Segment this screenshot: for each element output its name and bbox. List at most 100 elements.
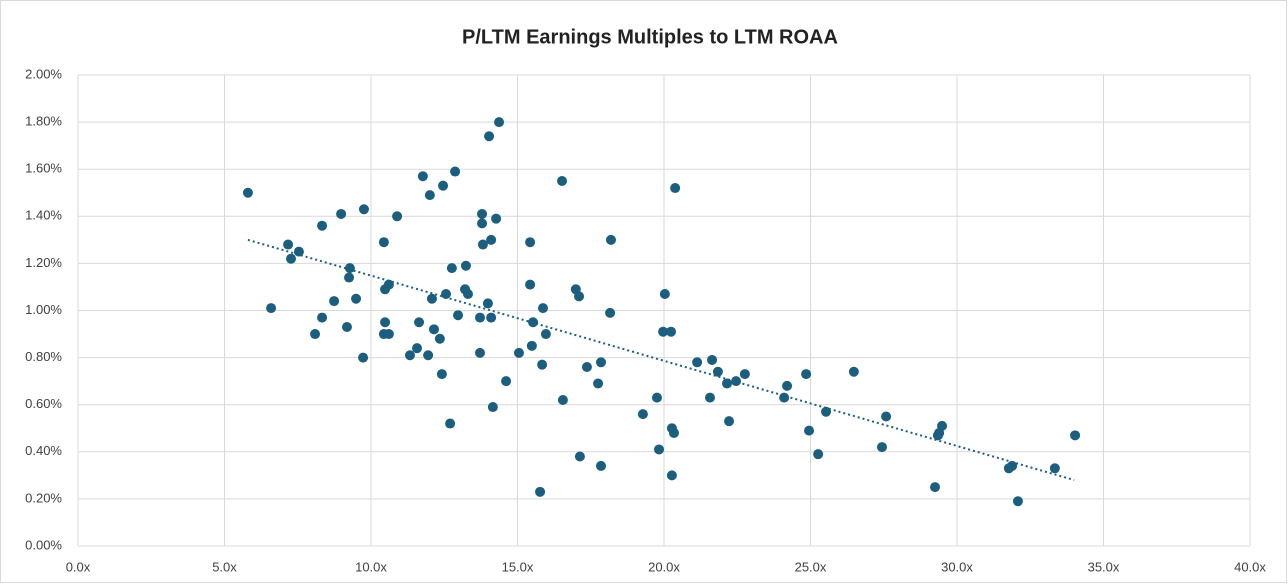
point [414,317,425,328]
point [293,246,304,257]
point [813,449,824,460]
point [779,392,790,403]
point [731,376,742,387]
point [317,312,328,323]
point [712,366,723,377]
y-tick-label: 1.20% [25,255,62,270]
point [474,347,485,358]
point [424,190,435,201]
y-tick-label: 2.00% [25,66,62,81]
point [477,208,488,219]
point [344,263,355,274]
point [721,378,732,389]
point [513,347,524,358]
point [242,187,253,198]
point [428,324,439,335]
point [445,418,456,429]
point [1012,496,1023,507]
point [474,312,485,323]
x-tick-label: 25.0x [795,559,827,574]
point [658,326,669,337]
point [848,366,859,377]
point [317,220,328,231]
point [441,289,452,300]
point [358,352,369,363]
point [462,289,473,300]
point [670,183,681,194]
point [266,303,277,314]
point [930,482,941,493]
trendline [247,238,1075,482]
y-tick-label: 1.80% [25,114,62,129]
x-tick-label: 30.0x [941,559,973,574]
x-tick-label: 10.0x [355,559,387,574]
x-tick-label: 35.0x [1088,559,1120,574]
point [525,237,536,248]
point [491,213,502,224]
point [417,171,428,182]
point [537,303,548,314]
point [351,293,362,304]
y-tick-label: 1.00% [25,302,62,317]
point [801,369,812,380]
point [821,406,832,417]
point [383,329,394,340]
point [692,357,703,368]
point [412,343,423,354]
x-tick-label: 20.0x [648,559,680,574]
point [438,180,449,191]
y-tick-label: 1.60% [25,161,62,176]
point [937,420,948,431]
point [881,411,892,422]
point [593,378,604,389]
y-tick-label: 1.40% [25,208,62,223]
point [537,359,548,370]
point [659,289,670,300]
point [707,354,718,365]
point [436,369,447,380]
point [574,451,585,462]
point [596,357,607,368]
chart-title: P/LTM Earnings Multiples to LTM ROAA [462,26,838,48]
point [341,321,352,332]
point [392,211,403,222]
point [450,166,461,177]
point [557,175,568,186]
point [482,298,493,309]
point [651,392,662,403]
point [423,350,434,361]
point [1007,460,1018,471]
point [484,131,495,142]
point [528,317,539,328]
point [383,279,394,290]
point [1049,463,1060,474]
point [666,326,677,337]
y-tick-label: 0.80% [25,349,62,364]
point [668,427,679,438]
point [605,307,616,318]
point [477,239,488,250]
point [804,425,815,436]
point [876,442,887,453]
point [705,392,716,403]
point [596,460,607,471]
point [358,204,369,215]
point [486,234,497,245]
y-tick-label: 0.20% [25,490,62,505]
point [526,340,537,351]
x-tick-label: 5.0x [212,559,237,574]
point [477,218,488,229]
point [487,402,498,413]
point [310,329,321,340]
point [605,234,616,245]
y-tick-label: 0.40% [25,443,62,458]
point [654,444,665,455]
point [434,333,445,344]
point [581,362,592,373]
point [1070,430,1081,441]
point [344,272,355,283]
point [283,239,294,250]
point [380,317,391,328]
point [486,312,497,323]
point [739,369,750,380]
